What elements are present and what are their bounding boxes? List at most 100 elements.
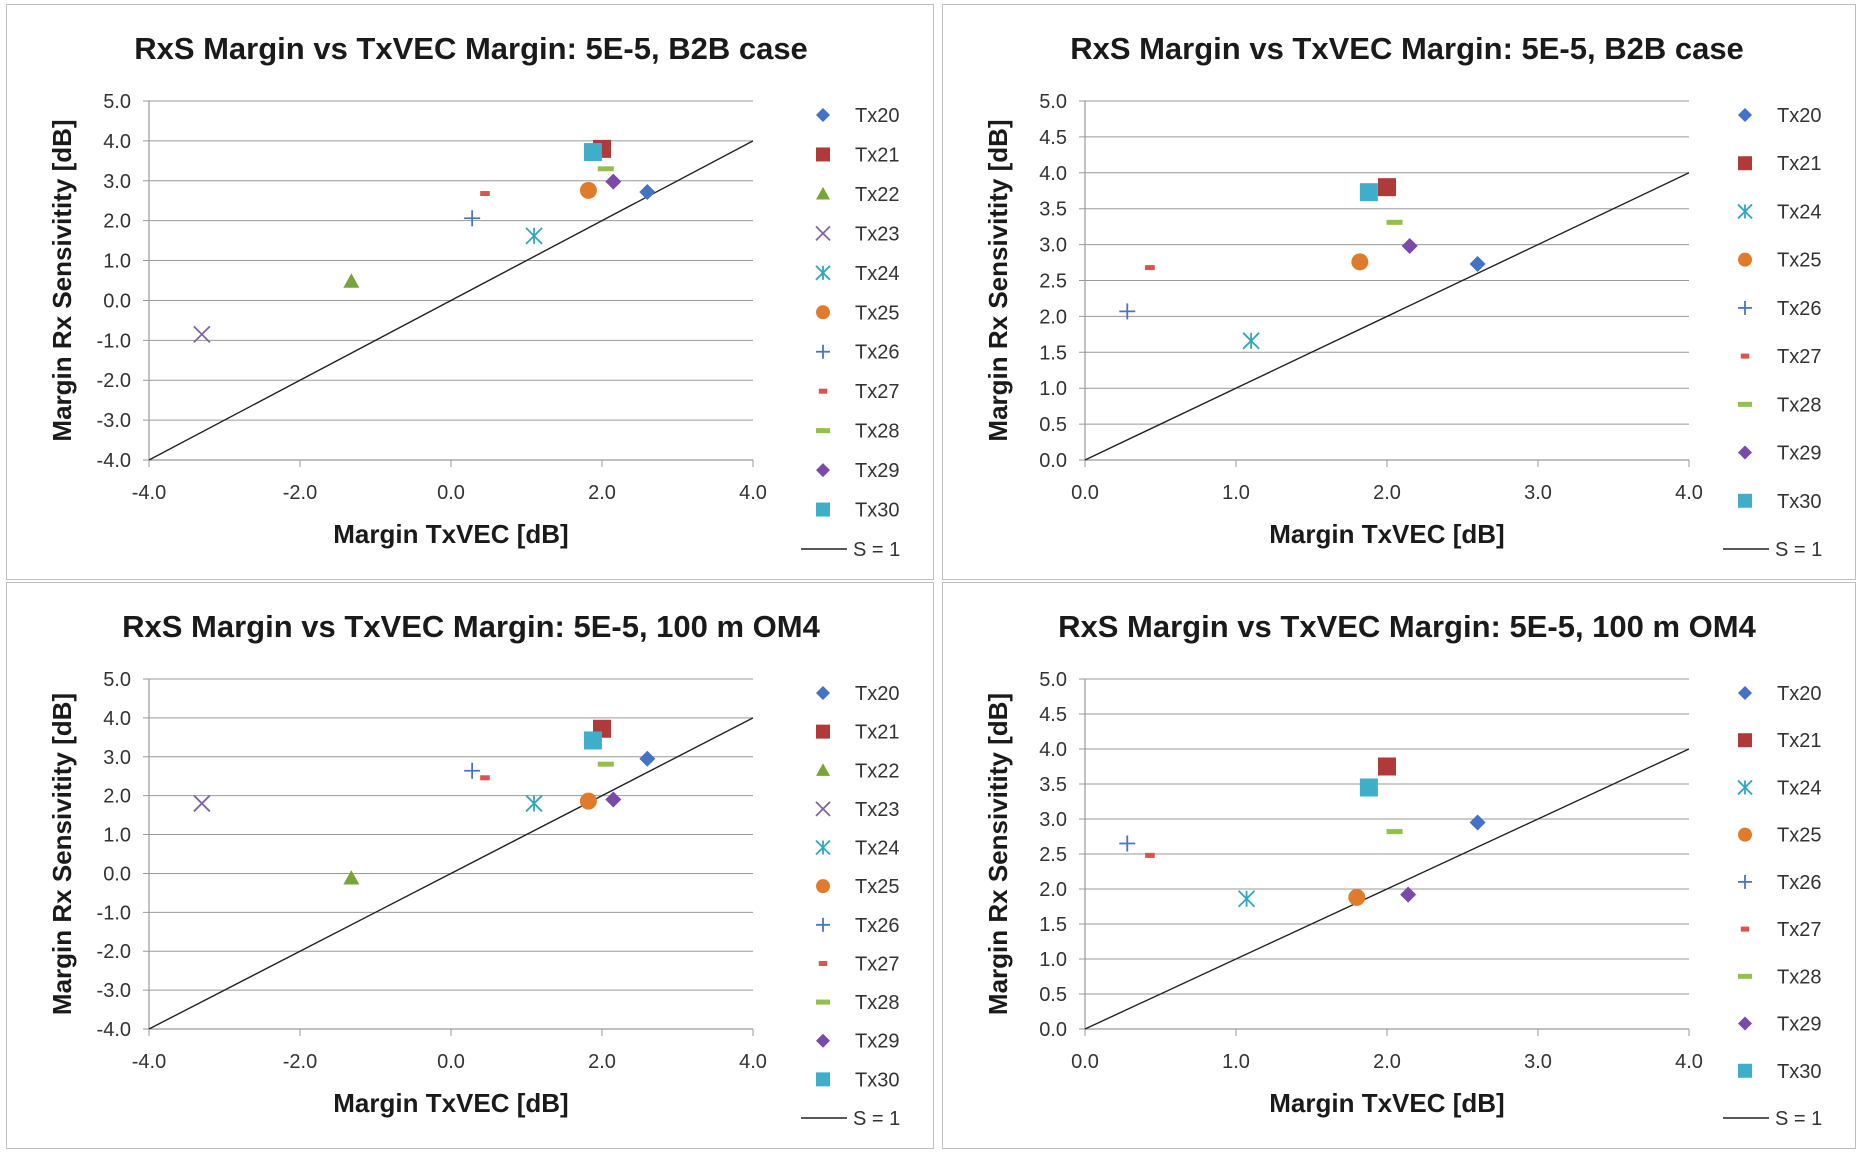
- chart-om4-wide: RxS Margin vs TxVEC Margin: 5E-5, 100 m …: [47, 609, 900, 1130]
- x-tick-label: 2.0: [588, 482, 616, 504]
- point-tx21: [1378, 178, 1396, 197]
- point-tx26: [464, 210, 481, 227]
- legend-label: Tx28: [1777, 966, 1821, 988]
- point-tx28: [1386, 829, 1403, 835]
- legend-label: Tx20: [855, 683, 899, 705]
- legend-label: Tx28: [855, 992, 899, 1014]
- point-tx24: [1242, 332, 1260, 350]
- legend-item-tx23: Tx23: [815, 223, 899, 245]
- legend-item-tx24: Tx24: [815, 838, 899, 860]
- y-tick-label: 3.0: [1039, 235, 1067, 257]
- y-tick-label: 1.5: [1039, 342, 1067, 364]
- y-tick-label: 4.5: [1039, 127, 1067, 149]
- chart-title: RxS Margin vs TxVEC Margin: 5E-5, 100 m …: [1058, 609, 1756, 644]
- point-tx25: [579, 792, 597, 810]
- x-tick-label: 0.0: [1071, 1051, 1099, 1073]
- y-axis-label: Margin Rx Sensivitity [dB]: [983, 693, 1013, 1015]
- y-axis-label: Margin Rx Sensivitity [dB]: [47, 119, 77, 441]
- legend-label: Tx30: [855, 1069, 899, 1091]
- chart-om4-zoom: RxS Margin vs TxVEC Margin: 5E-5, 100 m …: [983, 609, 1822, 1130]
- x-tick-label: 2.0: [1373, 482, 1401, 504]
- legend-item-tx20: Tx20: [1738, 105, 1821, 127]
- chart-panel-b2b-zoom: RxS Margin vs TxVEC Margin: 5E-5, B2B ca…: [942, 4, 1856, 580]
- point-tx24: [1237, 890, 1256, 908]
- point-tx21: [1378, 757, 1396, 776]
- legend-item-tx25: Tx25: [1738, 250, 1821, 272]
- legend-label: Tx29: [855, 460, 899, 482]
- legend-label: Tx23: [855, 799, 899, 821]
- y-tick-label: 0.0: [103, 290, 131, 312]
- legend-label: Tx30: [1777, 491, 1821, 513]
- y-tick-label: -1.0: [97, 902, 131, 924]
- y-tick-label: 1.0: [103, 825, 131, 847]
- legend-label: Tx30: [1777, 1061, 1821, 1083]
- y-tick-label: 4.0: [103, 131, 131, 153]
- x-tick-label: 0.0: [437, 482, 465, 504]
- point-tx27: [1145, 852, 1155, 858]
- point-tx25: [1348, 888, 1366, 906]
- y-tick-label: 4.5: [1039, 704, 1067, 726]
- y-tick-label: 2.0: [103, 786, 131, 808]
- legend-label: S = 1: [1775, 1108, 1822, 1130]
- legend-item-s1: S = 1: [1723, 539, 1822, 561]
- legend-label: Tx26: [855, 915, 899, 937]
- y-axis-label: Margin Rx Sensivitity [dB]: [47, 693, 77, 1015]
- legend-item-tx25: Tx25: [816, 302, 899, 324]
- y-tick-label: 2.0: [103, 211, 131, 233]
- legend-item-tx21: Tx21: [1738, 153, 1821, 175]
- y-tick-label: 5.0: [103, 669, 131, 691]
- y-tick-label: -2.0: [97, 370, 131, 392]
- chart-panel-b2b-wide: RxS Margin vs TxVEC Margin: 5E-5, B2B ca…: [6, 4, 934, 580]
- legend-label: Tx25: [1777, 825, 1821, 847]
- x-tick-label: 0.0: [1071, 482, 1099, 504]
- legend-label: S = 1: [853, 539, 900, 561]
- point-tx23: [193, 325, 211, 343]
- y-tick-label: -1.0: [97, 330, 131, 352]
- reference-line-s1: [1084, 172, 1690, 461]
- x-axis-label: Margin TxVEC [dB]: [1269, 519, 1504, 549]
- legend-label: Tx25: [855, 876, 899, 898]
- legend-label: Tx27: [855, 381, 899, 403]
- y-tick-label: -4.0: [97, 450, 131, 472]
- chart-b2b-wide: RxS Margin vs TxVEC Margin: 5E-5, B2B ca…: [47, 31, 900, 561]
- legend-item-tx29: Tx29: [816, 1031, 899, 1053]
- x-tick-label: 4.0: [1675, 1051, 1703, 1073]
- legend-label: Tx29: [1777, 443, 1821, 465]
- legend-label: Tx24: [1777, 777, 1821, 799]
- legend-item-tx21: Tx21: [816, 722, 899, 744]
- point-tx30: [583, 143, 602, 162]
- legend-item-tx26: Tx26: [816, 342, 899, 364]
- legend-label: Tx26: [1777, 298, 1821, 320]
- legend-item-tx20: Tx20: [816, 105, 899, 127]
- y-tick-label: 5.0: [1039, 91, 1067, 113]
- y-tick-label: 1.0: [103, 251, 131, 273]
- point-tx29: [605, 173, 622, 190]
- point-tx27: [480, 775, 490, 781]
- y-tick-label: 3.5: [1039, 199, 1067, 221]
- point-tx28: [597, 761, 614, 767]
- legend-label: S = 1: [853, 1108, 900, 1130]
- reference-line-s1: [148, 717, 754, 1030]
- legend-label: Tx22: [855, 184, 899, 206]
- legend-label: Tx29: [855, 1031, 899, 1053]
- legend-item-tx26: Tx26: [1738, 872, 1821, 894]
- y-tick-label: 0.0: [1039, 1019, 1067, 1041]
- y-tick-label: 1.0: [1039, 378, 1067, 400]
- y-tick-label: 0.0: [103, 863, 131, 885]
- reference-line-s1: [1084, 748, 1690, 1030]
- legend-label: Tx23: [855, 223, 899, 245]
- legend-item-tx30: Tx30: [1738, 491, 1821, 513]
- legend-item-tx30: Tx30: [816, 1069, 899, 1091]
- point-tx22: [343, 273, 360, 288]
- legend-item-tx29: Tx29: [816, 460, 899, 482]
- legend-item-s1: S = 1: [801, 539, 900, 561]
- legend-label: Tx29: [1777, 1014, 1821, 1036]
- x-tick-label: 2.0: [588, 1051, 616, 1073]
- legend-item-tx30: Tx30: [1738, 1061, 1821, 1083]
- x-axis-label: Margin TxVEC [dB]: [1269, 1088, 1504, 1118]
- legend-label: Tx24: [1777, 201, 1821, 223]
- x-tick-label: 1.0: [1222, 482, 1250, 504]
- legend-item-tx28: Tx28: [1738, 394, 1821, 416]
- point-tx20: [639, 183, 656, 200]
- point-tx26: [1119, 835, 1136, 852]
